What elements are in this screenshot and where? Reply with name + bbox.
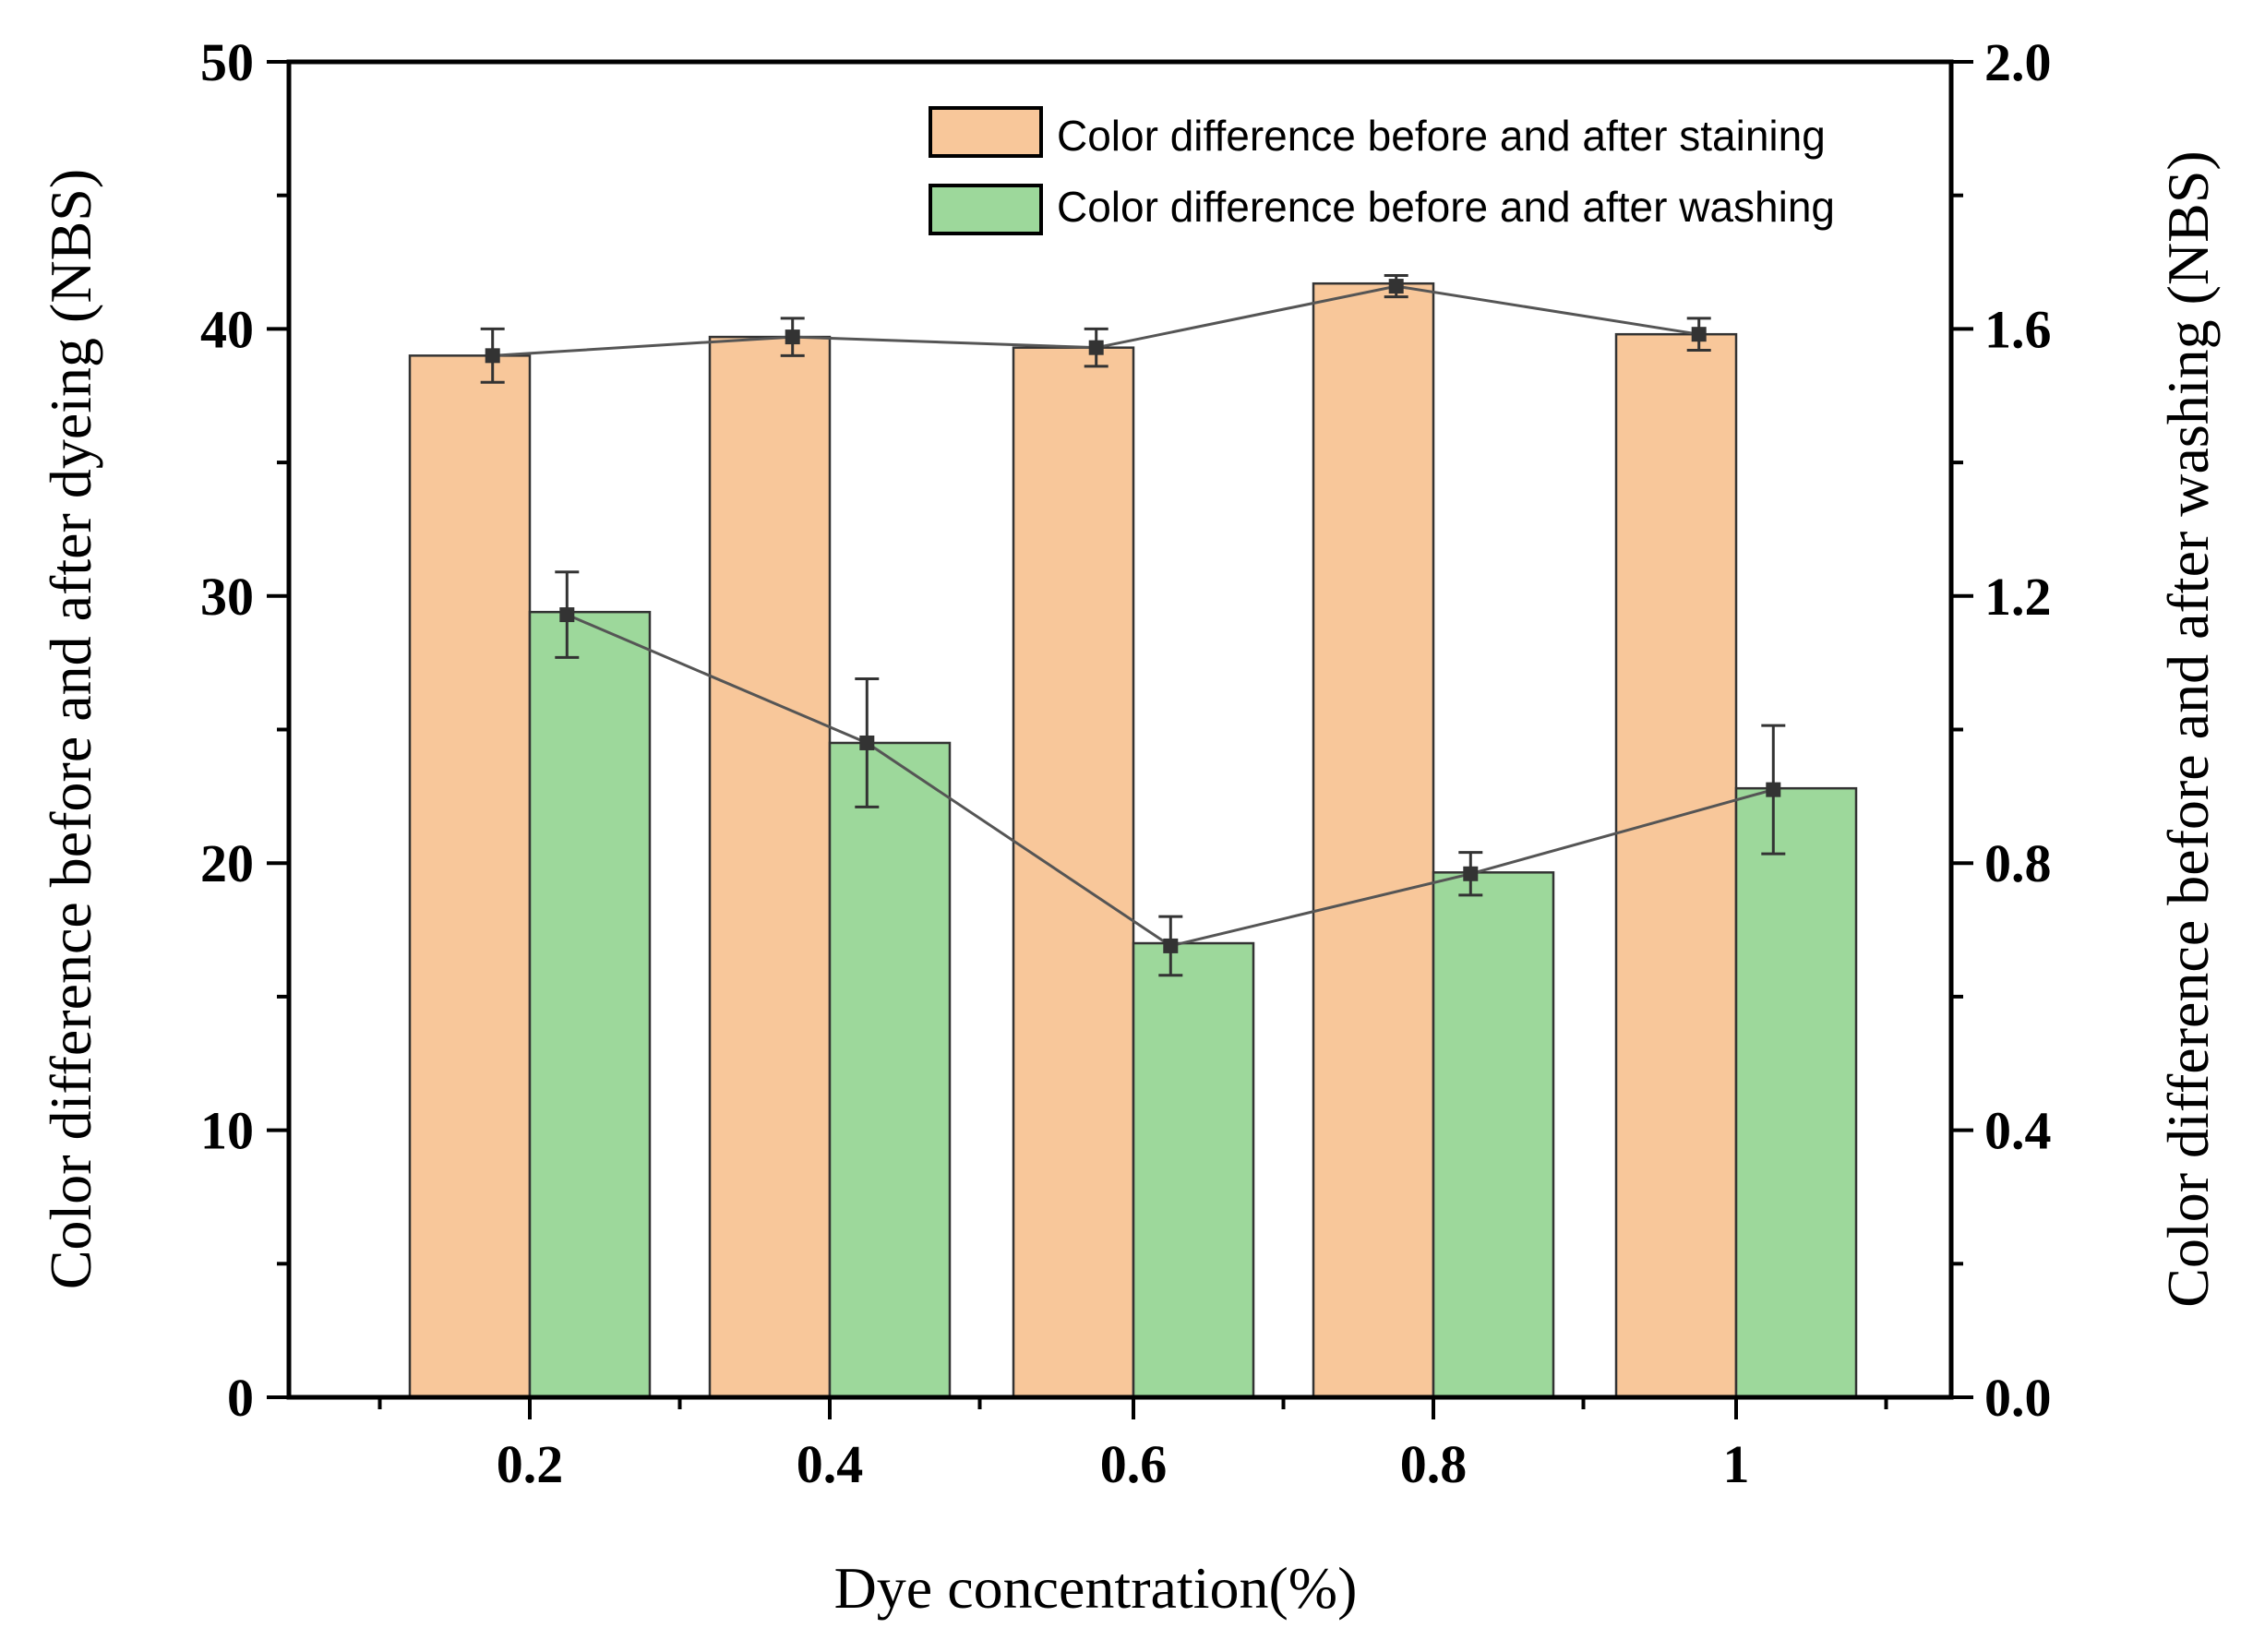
lines-layer xyxy=(480,274,1786,977)
y-left-tick-label-30: 30 xyxy=(200,567,254,627)
x-tick-label-0.4: 0.4 xyxy=(797,1434,864,1494)
x-axis-label: Dye concentration(%) xyxy=(834,1555,1358,1621)
bar-washing-0.2 xyxy=(528,610,652,1399)
legend: Color difference before and after staini… xyxy=(929,106,1835,235)
point-washing-0.6 xyxy=(1163,938,1179,953)
point-washing-0.2 xyxy=(559,607,575,623)
point-washing-0.4 xyxy=(859,735,875,750)
y-right-tick-label-2.0: 2.0 xyxy=(1984,32,2052,92)
y-left-tick-label-10: 10 xyxy=(200,1101,254,1161)
point-staining-0.8 xyxy=(1388,279,1404,294)
point-washing-1 xyxy=(1766,782,1781,797)
bar-washing-0.6 xyxy=(1132,941,1255,1399)
x-tick-label-1: 1 xyxy=(1723,1434,1750,1494)
bar-staining-0.2 xyxy=(408,354,532,1399)
y-axis-left-label: Color difference before and after dyeing… xyxy=(38,169,103,1289)
point-staining-0.4 xyxy=(785,329,800,345)
bar-staining-0.4 xyxy=(708,335,832,1399)
bar-washing-0.8 xyxy=(1432,871,1555,1399)
bar-washing-1 xyxy=(1734,786,1858,1399)
y-right-tick-label-1.6: 1.6 xyxy=(1984,299,2052,359)
point-staining-0.2 xyxy=(485,348,500,364)
x-tick-label-0.2: 0.2 xyxy=(497,1434,564,1494)
y-right-tick-label-0.4: 0.4 xyxy=(1984,1101,2052,1161)
y-right-tick-label-0.8: 0.8 xyxy=(1984,833,2052,893)
bar-staining-0.8 xyxy=(1312,281,1435,1399)
y-axis-right-label: Color difference before and after washin… xyxy=(2155,150,2221,1307)
legend-swatch-washing xyxy=(929,184,1043,235)
legend-label-staining: Color difference before and after staini… xyxy=(1057,112,1826,160)
bar-washing-0.4 xyxy=(828,741,952,1399)
point-staining-1 xyxy=(1691,327,1707,342)
y-left-tick-label-0: 0 xyxy=(227,1368,254,1428)
x-tick-label-0.8: 0.8 xyxy=(1400,1434,1468,1494)
y-left-tick-label-40: 40 xyxy=(200,299,254,359)
y-left-tick-label-20: 20 xyxy=(200,833,254,893)
bar-staining-0.6 xyxy=(1012,346,1135,1399)
ticks-layer: 0 10 20 30 40 50 0.0 0.4 0.8 1.2 1.6 2.0 0.2 0.4 0.6 0.… xyxy=(200,32,2052,1494)
legend-label-washing: Color difference before and after washin… xyxy=(1057,183,1835,231)
y-right-tick-label-1.2: 1.2 xyxy=(1984,567,2052,627)
point-washing-0.8 xyxy=(1463,866,1479,881)
y-right-tick-label-0.0: 0.0 xyxy=(1984,1368,2052,1428)
point-staining-0.6 xyxy=(1088,340,1104,355)
bar-staining-1 xyxy=(1614,332,1738,1399)
bars-layer xyxy=(408,281,1858,1399)
legend-swatch-staining xyxy=(929,106,1043,158)
y-left-tick-label-50: 50 xyxy=(200,32,254,92)
x-tick-label-0.6: 0.6 xyxy=(1100,1434,1168,1494)
